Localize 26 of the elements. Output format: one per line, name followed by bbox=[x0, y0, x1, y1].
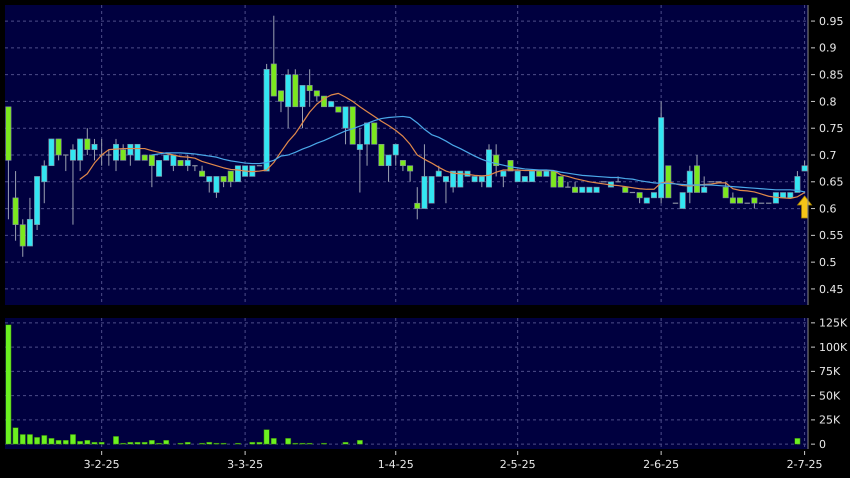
y-tick-label: 50K bbox=[819, 389, 841, 402]
y-tick-label: 0.95 bbox=[819, 14, 844, 28]
y-tick-label: 0.8 bbox=[819, 95, 836, 108]
y-tick-label: 0.6 bbox=[819, 202, 836, 216]
y-tick-label: 100K bbox=[819, 340, 848, 354]
y-tick-label: 0 bbox=[819, 438, 826, 451]
y-tick-label: 0.5 bbox=[819, 256, 836, 269]
candlestick bbox=[802, 160, 808, 172]
x-tick-label: 3-3-25 bbox=[227, 458, 264, 471]
y-tick-label: 0.9 bbox=[819, 42, 836, 55]
y-tick-label: 75K bbox=[819, 365, 841, 378]
y-tick-label: 0.75 bbox=[819, 122, 844, 136]
y-tick-label: 25K bbox=[819, 414, 841, 427]
y-tick-label: 0.65 bbox=[819, 176, 844, 189]
y-tick-label: 0.7 bbox=[819, 148, 836, 162]
y-tick-label: 0.55 bbox=[819, 229, 844, 242]
x-tick-label: 3-2-25 bbox=[84, 458, 120, 471]
x-tick-label: 2-6-25 bbox=[643, 458, 680, 471]
bar bbox=[794, 438, 800, 444]
x-tick-label: 2-7-25 bbox=[786, 458, 823, 471]
y-tick-label: 0.45 bbox=[819, 282, 844, 296]
x-tick-label: 1-4-25 bbox=[378, 458, 414, 471]
x-tick-label: 2-5-25 bbox=[500, 458, 536, 471]
y-tick-label: 0.85 bbox=[819, 68, 844, 82]
bar bbox=[356, 440, 363, 444]
y-tick-label: 125K bbox=[819, 316, 848, 330]
